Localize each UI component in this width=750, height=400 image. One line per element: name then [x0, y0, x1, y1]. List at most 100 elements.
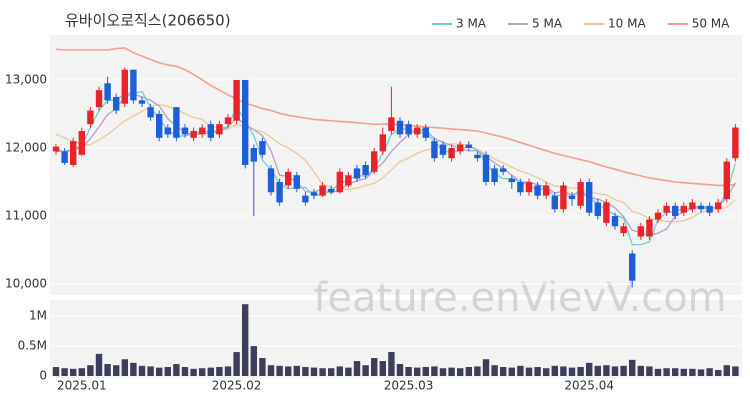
- candle-body: [611, 216, 619, 227]
- volume-bar: [310, 367, 318, 376]
- candle-body: [603, 202, 610, 223]
- candle-body: [164, 127, 171, 135]
- candle-body: [689, 202, 696, 210]
- candle-body: [121, 69, 128, 104]
- candle-body: [663, 205, 670, 213]
- volume-bar: [147, 366, 154, 376]
- candle-body: [328, 188, 335, 193]
- candle-body: [500, 168, 507, 172]
- volume-bar: [388, 352, 395, 376]
- volume-bar: [173, 364, 180, 376]
- ma-line: [55, 47, 736, 187]
- volume-bar: [689, 368, 696, 376]
- candle-body: [508, 178, 515, 183]
- volume-bar: [534, 367, 541, 376]
- candle-body: [224, 117, 232, 125]
- volume-bar: [371, 358, 378, 376]
- candle-body: [95, 90, 103, 108]
- volume-bar: [551, 365, 558, 376]
- candle-body: [586, 182, 593, 213]
- candle-body: [637, 226, 644, 237]
- volume-bar: [422, 367, 429, 376]
- candle-body: [680, 205, 687, 213]
- volume-bar: [611, 366, 619, 376]
- volume-bar: [250, 346, 257, 376]
- volume-bar: [362, 365, 369, 376]
- volume-bar: [396, 364, 404, 376]
- candle-body: [646, 219, 653, 237]
- candle-body: [422, 127, 429, 138]
- candle-body: [242, 79, 249, 165]
- legend-label: 5 MA: [532, 17, 563, 31]
- candle-body: [104, 83, 111, 101]
- candle-body: [379, 134, 386, 152]
- candle-body: [672, 205, 679, 217]
- volume-bar: [78, 368, 85, 376]
- candle-body: [138, 100, 146, 104]
- volume-bar: [164, 367, 171, 376]
- volume-bar: [620, 365, 627, 376]
- candle-body: [543, 185, 550, 196]
- candle-body: [285, 171, 292, 186]
- volume-bar: [345, 367, 352, 376]
- candle-body: [267, 168, 275, 193]
- candle-body: [715, 202, 722, 210]
- candle-body: [474, 154, 481, 159]
- volume-bar: [525, 367, 533, 376]
- legend-label: 10 MA: [608, 17, 646, 31]
- volume-bar: [293, 365, 300, 376]
- volume-bar: [95, 353, 103, 376]
- volume-bar: [491, 365, 498, 376]
- candle-body: [568, 195, 576, 200]
- volume-bar: [508, 367, 515, 376]
- legend-label: 50 MA: [692, 17, 730, 31]
- x-tick-label: 2025.01: [57, 379, 107, 393]
- candle-body: [353, 168, 361, 179]
- candle-body: [405, 124, 412, 135]
- candle-body: [517, 182, 524, 193]
- candle-body: [250, 147, 257, 162]
- volume-bar: [121, 359, 128, 376]
- candle-body: [207, 124, 214, 138]
- candle-body: [173, 107, 180, 138]
- volume-bar: [482, 359, 490, 376]
- y-tick-label: 13,000: [5, 72, 47, 86]
- candle-body: [70, 141, 77, 165]
- volume-bar: [113, 365, 120, 376]
- volume-bar: [465, 367, 472, 376]
- volume-bar: [663, 368, 670, 376]
- volume-tick-label: 0: [39, 369, 47, 383]
- watermark: feature.enVievV.com: [313, 275, 726, 321]
- volume-bar: [586, 362, 593, 376]
- volume-bar: [637, 365, 644, 376]
- volume-bar: [285, 366, 292, 376]
- volume-bar: [353, 361, 361, 376]
- candle-body: [199, 127, 206, 135]
- candle-body: [560, 185, 567, 210]
- candle-body: [594, 202, 601, 217]
- legend-label: 3 MA: [456, 17, 487, 31]
- candle-body: [130, 69, 137, 101]
- candle-body: [697, 205, 705, 210]
- candle-body: [276, 182, 283, 203]
- volume-bar: [723, 365, 730, 376]
- volume-bar: [224, 366, 232, 376]
- volume-bar: [87, 365, 94, 376]
- x-tick-label: 2025.02: [212, 379, 262, 393]
- volume-bar: [457, 368, 464, 376]
- volume-bar: [439, 368, 447, 376]
- volume-tick-label: 1M: [29, 309, 47, 323]
- candle-body: [371, 151, 378, 172]
- candle-body: [388, 117, 395, 131]
- y-tick-label: 12,000: [5, 140, 47, 154]
- volume-bar: [259, 358, 266, 376]
- volume-bar: [706, 368, 713, 376]
- candle-body: [190, 130, 197, 138]
- candle-body: [577, 182, 584, 206]
- y-tick-label: 10,000: [5, 277, 47, 291]
- candle-body: [52, 146, 60, 152]
- x-tick-label: 2025.04: [564, 379, 614, 393]
- volume-bar: [672, 368, 679, 376]
- candle-body: [465, 144, 472, 148]
- volume-bar: [302, 367, 309, 376]
